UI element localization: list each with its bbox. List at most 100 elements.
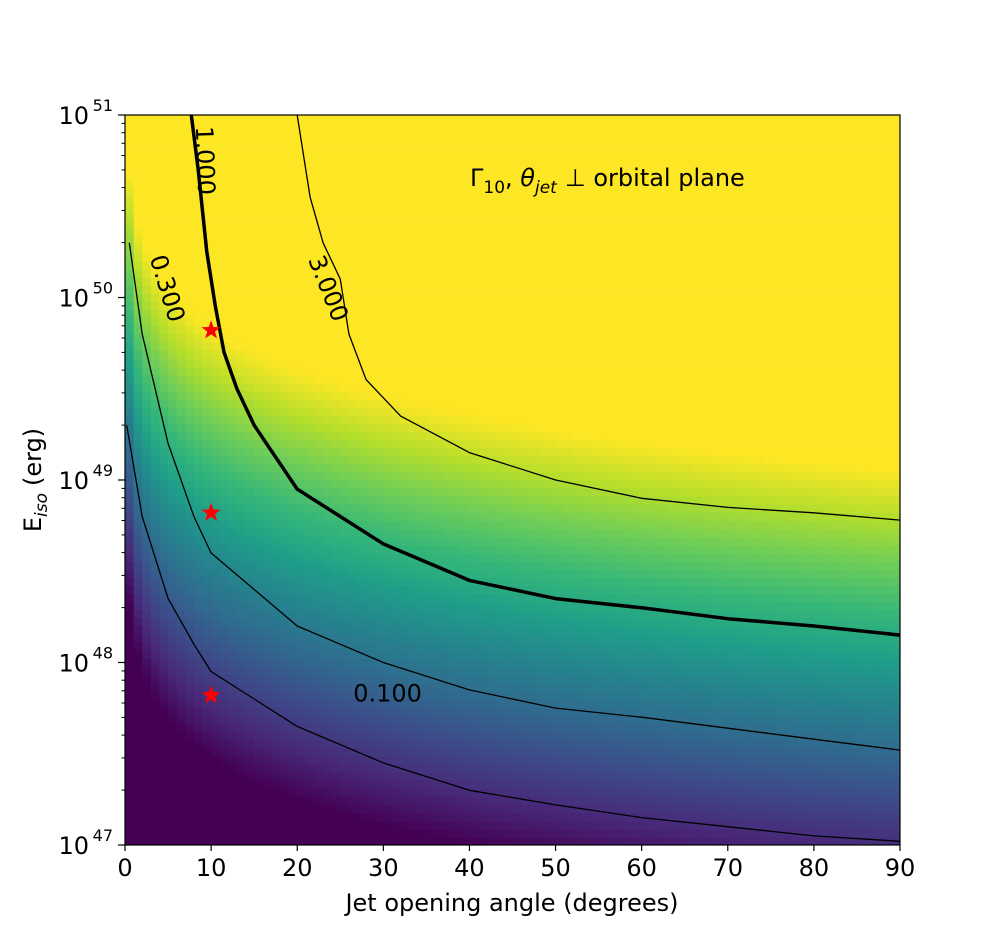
heatmap-cell xyxy=(435,325,445,335)
heatmap-cell xyxy=(348,650,359,660)
heatmap-cell xyxy=(193,731,204,741)
heatmap-cell xyxy=(366,553,376,562)
heatmap-cell xyxy=(460,763,471,773)
heatmap-cell xyxy=(245,382,255,392)
heatmap-cell xyxy=(219,382,229,392)
heatmap-cell xyxy=(245,139,255,149)
heatmap-cell xyxy=(590,772,600,781)
heatmap-cell xyxy=(452,269,462,278)
heatmap-cell xyxy=(598,455,608,465)
heatmap-cell xyxy=(202,301,212,311)
heatmap-cell xyxy=(521,690,531,700)
heatmap-cell xyxy=(133,520,143,530)
heatmap-cell xyxy=(486,544,496,554)
heatmap-cell xyxy=(314,407,324,416)
heatmap-cell xyxy=(478,471,488,481)
heatmap-cell xyxy=(280,723,290,733)
heatmap-cell xyxy=(521,382,531,392)
heatmap-cell xyxy=(262,763,272,773)
heatmap-cell xyxy=(503,382,514,392)
heatmap-cell xyxy=(503,123,514,132)
heatmap-cell xyxy=(297,252,307,262)
heatmap-cell xyxy=(400,593,410,603)
heatmap-cell xyxy=(245,666,255,676)
heatmap-cell xyxy=(400,609,410,619)
heatmap-cell xyxy=(538,285,548,295)
heatmap-cell xyxy=(288,155,298,165)
heatmap-cell xyxy=(564,471,574,481)
heatmap-cell xyxy=(512,682,522,692)
heatmap-cell xyxy=(383,690,393,700)
heatmap-cell xyxy=(236,455,247,465)
heatmap-cell xyxy=(366,196,376,205)
heatmap-cell xyxy=(529,707,539,716)
heatmap-cell xyxy=(280,431,290,441)
heatmap-cell xyxy=(323,285,333,295)
heatmap-cell xyxy=(503,804,514,814)
heatmap-cell xyxy=(280,204,290,213)
heatmap-cell xyxy=(176,593,186,603)
heatmap-cell xyxy=(564,820,574,830)
heatmap-cell xyxy=(555,204,565,213)
heatmap-cell xyxy=(193,544,204,554)
heatmap-cell xyxy=(125,682,135,692)
heatmap-cell xyxy=(400,788,410,797)
heatmap-cell xyxy=(417,666,427,676)
heatmap-cell xyxy=(314,796,324,806)
heatmap-cell xyxy=(366,293,376,303)
heatmap-cell xyxy=(314,536,324,546)
heatmap-cell xyxy=(288,163,298,173)
heatmap-cell xyxy=(254,171,264,181)
heatmap-cell xyxy=(478,301,488,311)
heatmap-cell xyxy=(495,285,505,295)
heatmap-cell xyxy=(262,261,272,270)
heatmap-cell xyxy=(400,561,410,570)
heatmap-cell xyxy=(271,139,281,149)
heatmap-cell xyxy=(460,739,471,749)
heatmap-cell xyxy=(409,374,419,384)
heatmap-cell xyxy=(323,269,333,278)
heatmap-cell xyxy=(572,674,582,684)
heatmap-cell xyxy=(409,723,419,733)
heatmap-cell xyxy=(581,382,591,392)
heatmap-cell xyxy=(245,358,255,368)
heatmap-cell xyxy=(409,504,419,514)
heatmap-cell xyxy=(366,634,376,643)
heatmap-cell xyxy=(176,252,186,262)
heatmap-cell xyxy=(159,520,169,530)
heatmap-cell xyxy=(340,131,350,140)
heatmap-cell xyxy=(245,261,255,270)
heatmap-cell xyxy=(236,382,247,392)
heatmap-cell xyxy=(323,236,333,246)
heatmap-cell xyxy=(142,228,152,238)
heatmap-cell xyxy=(219,131,229,140)
heatmap-cell xyxy=(469,463,479,473)
heatmap-cell xyxy=(159,561,169,570)
heatmap-cell xyxy=(538,431,548,441)
heatmap-cell xyxy=(564,609,574,619)
heatmap-cell xyxy=(168,593,178,603)
heatmap-cell xyxy=(297,755,307,765)
heatmap-cell xyxy=(538,642,548,651)
heatmap-cell xyxy=(564,325,574,335)
heatmap-cell xyxy=(374,463,384,473)
heatmap-cell xyxy=(374,739,384,749)
heatmap-cell xyxy=(417,739,427,749)
heatmap-cell xyxy=(366,642,376,651)
heatmap-cell xyxy=(452,593,462,603)
heatmap-cell xyxy=(529,439,539,449)
heatmap-cell xyxy=(142,252,152,262)
heatmap-cell xyxy=(469,163,479,173)
heatmap-cell xyxy=(564,682,574,692)
heatmap-cell xyxy=(495,350,505,359)
heatmap-cell xyxy=(288,642,298,651)
heatmap-cell xyxy=(564,569,574,578)
heatmap-cell xyxy=(168,788,178,797)
heatmap-cell xyxy=(555,609,565,619)
heatmap-cell xyxy=(503,447,514,457)
heatmap-cell xyxy=(219,593,229,603)
heatmap-cell xyxy=(435,131,445,140)
heatmap-cell xyxy=(176,212,186,222)
heatmap-cell xyxy=(185,131,195,140)
heatmap-cell xyxy=(348,690,359,700)
